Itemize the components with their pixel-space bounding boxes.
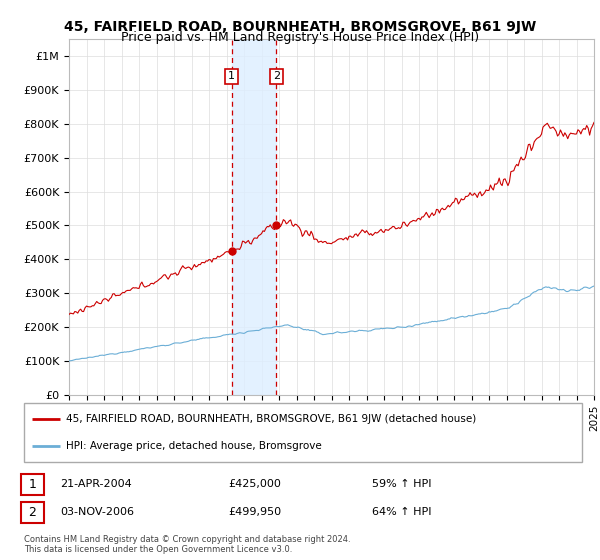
- Text: 2: 2: [272, 72, 280, 81]
- Text: 2: 2: [28, 506, 37, 519]
- FancyBboxPatch shape: [24, 403, 582, 462]
- Text: £499,950: £499,950: [228, 507, 281, 517]
- Text: £425,000: £425,000: [228, 479, 281, 489]
- Text: Price paid vs. HM Land Registry's House Price Index (HPI): Price paid vs. HM Land Registry's House …: [121, 31, 479, 44]
- Text: 1: 1: [28, 478, 37, 491]
- Text: 45, FAIRFIELD ROAD, BOURNHEATH, BROMSGROVE, B61 9JW (detached house): 45, FAIRFIELD ROAD, BOURNHEATH, BROMSGRO…: [66, 414, 476, 424]
- Text: 1: 1: [228, 72, 235, 81]
- Text: Contains HM Land Registry data © Crown copyright and database right 2024.
This d: Contains HM Land Registry data © Crown c…: [24, 535, 350, 554]
- Text: 21-APR-2004: 21-APR-2004: [60, 479, 132, 489]
- Text: 64% ↑ HPI: 64% ↑ HPI: [372, 507, 431, 517]
- Text: 59% ↑ HPI: 59% ↑ HPI: [372, 479, 431, 489]
- Text: 45, FAIRFIELD ROAD, BOURNHEATH, BROMSGROVE, B61 9JW: 45, FAIRFIELD ROAD, BOURNHEATH, BROMSGRO…: [64, 20, 536, 34]
- Text: 03-NOV-2006: 03-NOV-2006: [60, 507, 134, 517]
- Text: HPI: Average price, detached house, Bromsgrove: HPI: Average price, detached house, Brom…: [66, 441, 322, 451]
